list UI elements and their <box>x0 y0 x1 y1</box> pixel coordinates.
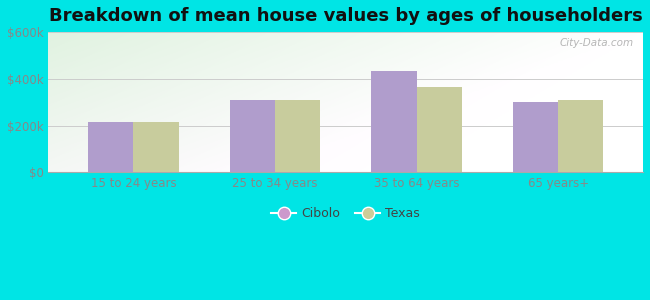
Bar <box>558 100 603 172</box>
Text: City-Data.com: City-Data.com <box>560 38 634 48</box>
Bar <box>513 102 558 172</box>
Legend: Cibolo, Texas: Cibolo, Texas <box>266 202 425 225</box>
Bar <box>88 122 133 172</box>
Bar <box>371 70 417 172</box>
Bar <box>275 100 320 172</box>
Title: Breakdown of mean house values by ages of householders: Breakdown of mean house values by ages o… <box>49 7 643 25</box>
Bar <box>417 87 462 172</box>
Bar <box>133 122 179 172</box>
Bar <box>229 100 275 172</box>
